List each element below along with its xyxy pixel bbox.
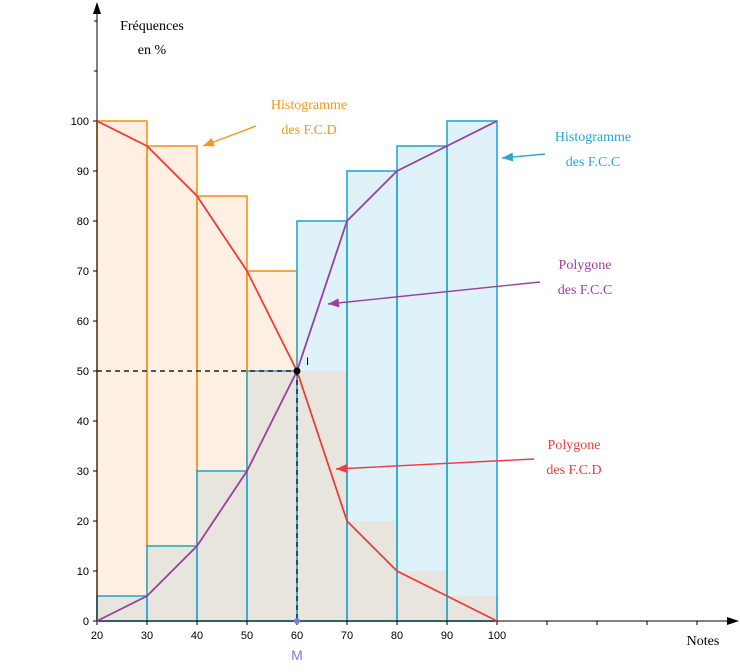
y-tick-label: 40 [77,416,89,428]
y-tick-label: 20 [77,516,89,528]
x-tick-label: 50 [241,630,253,642]
label-fcc-polygon: Polygone [559,258,612,273]
x-tick-label: 100 [488,630,506,642]
label-fcd-histogram: des F.C.D [281,123,336,138]
arrow-fcc-polygon-line [327,281,541,305]
x-tick-label: 70 [341,630,353,642]
label-fcc-polygon: des F.C.C [558,283,613,298]
arrow-fcc-polygon-head [328,298,340,308]
label-fcd-polygon: des F.C.D [546,463,601,478]
y-axis-title: Fréquences [120,19,184,34]
median-guides [97,370,298,621]
fcc-bar-fill [397,146,447,621]
y-tick-label: 70 [77,266,89,278]
median-point [294,618,300,624]
arrow-fcc-histogram-head [502,152,514,162]
arrow-fcd-histogram-head [203,137,215,147]
y-axis-arrow [93,2,101,14]
y-tick-label: 100 [71,116,89,128]
fcd-bar-fill [97,121,147,621]
y-tick-label: 80 [77,216,89,228]
annotations: Histogramme des F.C.D Histogramme des F.C.C… [202,98,631,478]
median-label: M [291,647,303,663]
x-tick-label: 90 [441,630,453,642]
axes: 0 10 20 30 40 50 60 70 80 90 100 20 30 40 50 60 70 80 90 10… [71,2,739,649]
intersection-label: I [306,356,309,368]
polygons: IM [96,120,498,663]
overlap-fill [347,521,397,621]
label-fcc-histogram: des F.C.C [566,155,621,170]
overlap-fill [397,571,447,621]
arrow-fcd-polygon-line [335,458,535,470]
intersection-point [293,367,301,375]
overlap-fill [147,546,197,621]
x-tick-label: 30 [141,630,153,642]
arrow-fcd-polygon-head [336,463,348,473]
fcd-bar-fill [147,146,197,621]
fcc-histogram [96,120,498,622]
y-tick-label: 0 [83,616,89,628]
y-tick-label: 60 [77,316,89,328]
y-tick-label: 50 [77,366,89,378]
x-axis-arrow [727,617,739,625]
y-tick-label: 30 [77,466,89,478]
overlap-fill [247,371,297,621]
y-tick-label: 90 [77,166,89,178]
label-fcd-histogram: Histogramme [271,98,347,113]
label-fcc-histogram: Histogramme [555,130,631,145]
y-tick-label: 10 [77,566,89,578]
x-tick-label: 80 [391,630,403,642]
fcc-bar-fill [447,121,497,621]
label-fcd-polygon: Polygone [548,438,601,453]
y-axis-title-unit: en % [138,43,167,58]
x-tick-label: 20 [91,630,103,642]
x-tick-label: 40 [191,630,203,642]
overlap-fill [197,471,247,621]
x-axis-title: Notes [687,634,720,649]
x-tick-label: 60 [291,630,303,642]
